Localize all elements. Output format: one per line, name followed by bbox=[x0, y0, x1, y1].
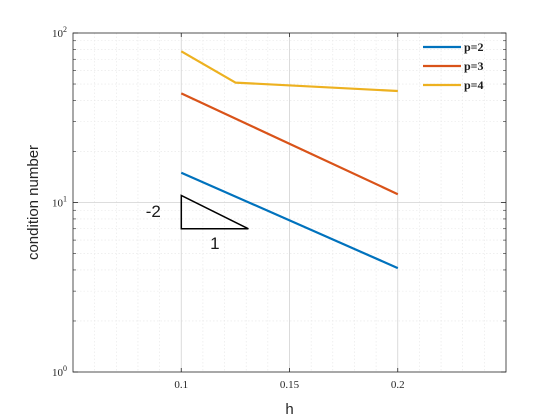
slope-triangle bbox=[180, 194, 249, 230]
series-line-p4 bbox=[180, 50, 398, 93]
x-tick-label: 0.1 bbox=[174, 379, 188, 391]
slope-annotation: -2 1 bbox=[146, 194, 249, 253]
y-tick-label: 102 bbox=[52, 25, 67, 40]
y-axis-label: condition number bbox=[25, 145, 42, 260]
y-tick-label: 101 bbox=[52, 195, 67, 210]
x-tick-label: 0.2 bbox=[391, 379, 405, 391]
grid bbox=[73, 33, 506, 372]
legend-label: p=4 bbox=[464, 78, 484, 92]
series-line-p2 bbox=[180, 171, 399, 270]
x-axis-label: h bbox=[285, 401, 293, 418]
legend-label: p=2 bbox=[464, 40, 484, 54]
legend: p=2 p=3 p=4 bbox=[423, 40, 484, 92]
y-tick-label: 100 bbox=[52, 364, 67, 379]
axis-ticks: 0.1 0.15 0.2 100 101 102 bbox=[52, 25, 506, 391]
slope-vertical-label: -2 bbox=[146, 202, 161, 221]
x-tick-label: 0.15 bbox=[280, 379, 300, 391]
slope-horizontal-label: 1 bbox=[210, 234, 219, 253]
legend-label: p=3 bbox=[464, 59, 484, 73]
series-line-p3 bbox=[180, 92, 399, 196]
series-lines bbox=[180, 50, 399, 270]
